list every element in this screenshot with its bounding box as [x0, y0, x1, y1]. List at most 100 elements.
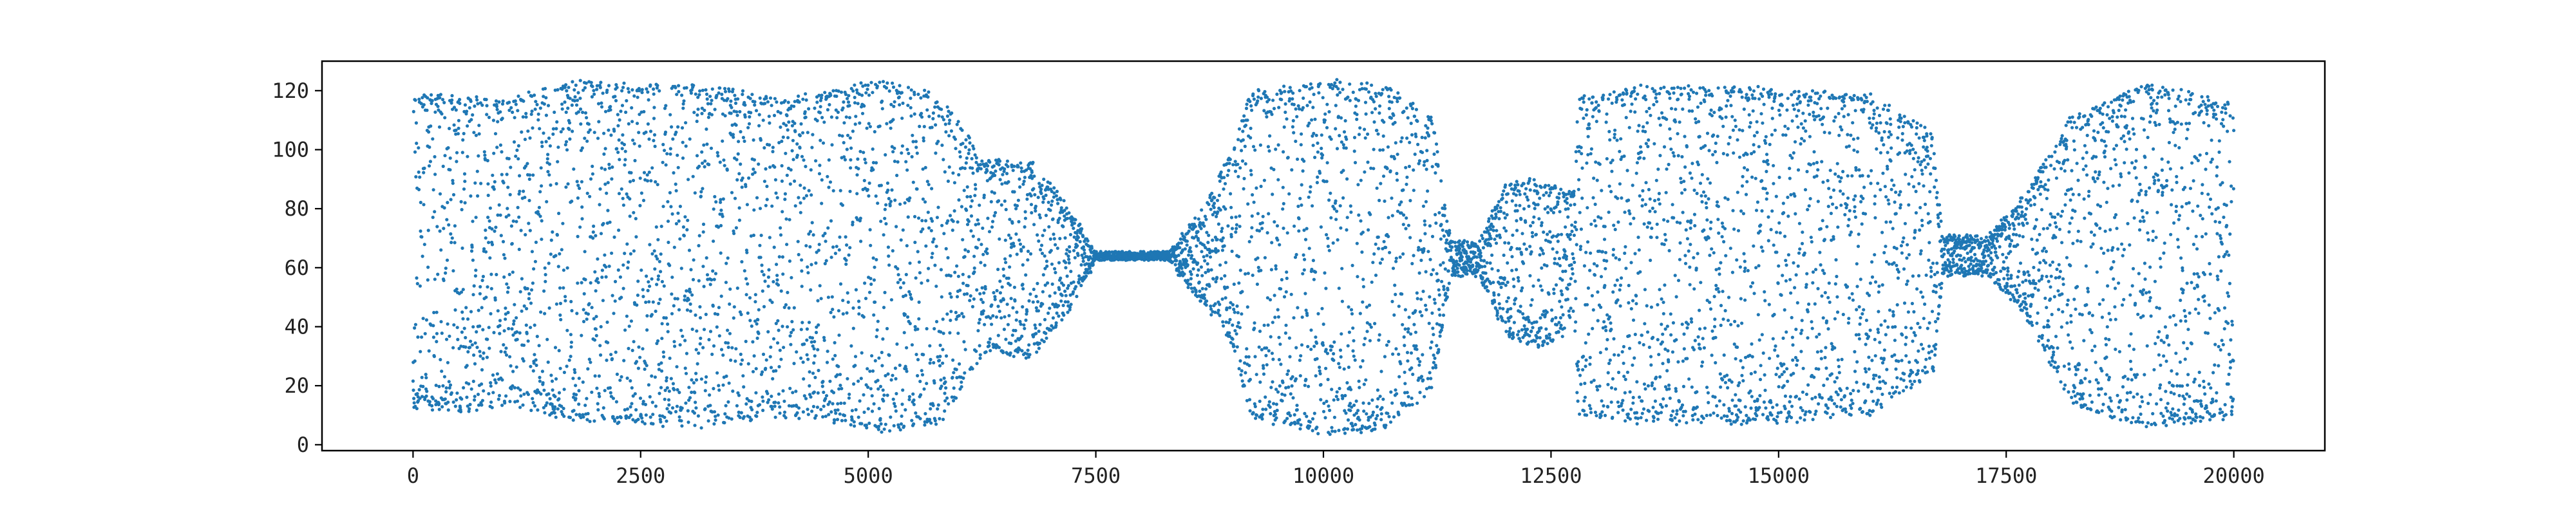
scatter-point — [946, 179, 950, 183]
scatter-point — [807, 107, 811, 111]
scatter-point — [1012, 244, 1016, 248]
scatter-point — [636, 417, 640, 422]
scatter-point — [894, 377, 898, 381]
scatter-point — [864, 423, 868, 427]
scatter-point — [1269, 335, 1273, 339]
scatter-point — [501, 239, 506, 243]
scatter-point — [701, 187, 705, 191]
scatter-point — [790, 320, 794, 324]
scatter-point — [1236, 174, 1240, 178]
scatter-point — [415, 407, 419, 411]
scatter-point — [653, 144, 657, 148]
scatter-point — [712, 239, 715, 243]
scatter-point — [829, 256, 833, 259]
scatter-point — [967, 148, 971, 152]
scatter-point — [1288, 355, 1292, 359]
scatter-point — [764, 358, 768, 362]
scatter-point — [744, 339, 748, 344]
scatter-point — [1275, 92, 1279, 96]
scatter-point — [431, 335, 436, 339]
scatter-point — [701, 88, 705, 92]
scatter-point — [435, 310, 439, 314]
scatter-point — [1065, 274, 1069, 278]
scatter-point — [1282, 125, 1286, 129]
scatter-point — [927, 418, 932, 422]
scatter-point — [549, 373, 553, 377]
scatter-point — [735, 178, 739, 182]
scatter-point — [1239, 373, 1243, 377]
scatter-point — [431, 324, 435, 328]
scatter-point — [1285, 231, 1289, 235]
scatter-point — [979, 261, 983, 265]
scatter-point — [699, 194, 703, 198]
scatter-point — [1405, 106, 1408, 110]
scatter-point — [672, 340, 676, 344]
scatter-point — [858, 121, 862, 125]
scatter-point — [444, 267, 448, 270]
scatter-point — [533, 108, 537, 111]
scatter-point — [1244, 106, 1249, 110]
scatter-point — [641, 295, 645, 299]
scatter-point — [1294, 346, 1298, 350]
scatter-point — [558, 252, 562, 256]
scatter-point — [721, 112, 724, 116]
scatter-point — [567, 121, 572, 125]
scatter-point — [1217, 222, 1220, 226]
scatter-point — [942, 376, 946, 380]
scatter-point — [1231, 163, 1235, 167]
scatter-point — [436, 104, 440, 108]
scatter-point — [480, 398, 485, 402]
scatter-point — [1381, 397, 1385, 401]
scatter-point — [998, 159, 1002, 163]
scatter-point — [1278, 384, 1282, 388]
scatter-point — [725, 168, 729, 172]
scatter-point — [992, 291, 996, 295]
scatter-point — [895, 225, 898, 229]
scatter-point — [511, 370, 515, 373]
scatter-point — [468, 346, 472, 350]
scatter-point — [1259, 97, 1263, 100]
scatter-point — [557, 349, 561, 353]
scatter-point — [480, 403, 484, 407]
scatter-point — [1418, 360, 1422, 364]
scatter-point — [712, 277, 716, 281]
scatter-point — [705, 127, 708, 131]
scatter-point — [1345, 381, 1349, 385]
scatter-point — [1251, 411, 1255, 415]
scatter-point — [449, 232, 453, 236]
scatter-point — [1317, 91, 1321, 95]
scatter-point — [1314, 270, 1318, 274]
scatter-point — [785, 113, 789, 118]
scatter-point — [876, 387, 880, 391]
scatter-point — [1251, 145, 1256, 149]
scatter-point — [600, 101, 603, 105]
scatter-point — [1244, 371, 1247, 375]
scatter-point — [677, 415, 681, 419]
scatter-point — [1043, 229, 1046, 232]
scatter-point — [1410, 107, 1414, 111]
scatter-point — [1297, 217, 1301, 221]
scatter-point — [895, 342, 899, 346]
scatter-point — [537, 205, 542, 209]
scatter-point — [710, 278, 714, 282]
scatter-point — [822, 339, 826, 342]
scatter-point — [891, 118, 895, 122]
scatter-point — [597, 391, 601, 395]
scatter-point — [451, 269, 455, 273]
scatter-point — [415, 282, 419, 286]
scatter-point — [797, 196, 800, 200]
scatter-point — [546, 104, 551, 108]
scatter-point — [580, 180, 584, 183]
scatter-point — [601, 91, 605, 95]
scatter-point — [1089, 270, 1093, 274]
scatter-point — [717, 91, 721, 95]
scatter-point — [853, 424, 857, 428]
scatter-point — [1271, 357, 1275, 361]
scatter-point — [986, 164, 990, 168]
scatter-point — [684, 121, 688, 125]
scatter-point — [492, 331, 496, 335]
scatter-point — [452, 106, 457, 109]
scatter-point — [488, 256, 492, 260]
scatter-point — [482, 150, 486, 154]
scatter-point — [688, 396, 692, 400]
